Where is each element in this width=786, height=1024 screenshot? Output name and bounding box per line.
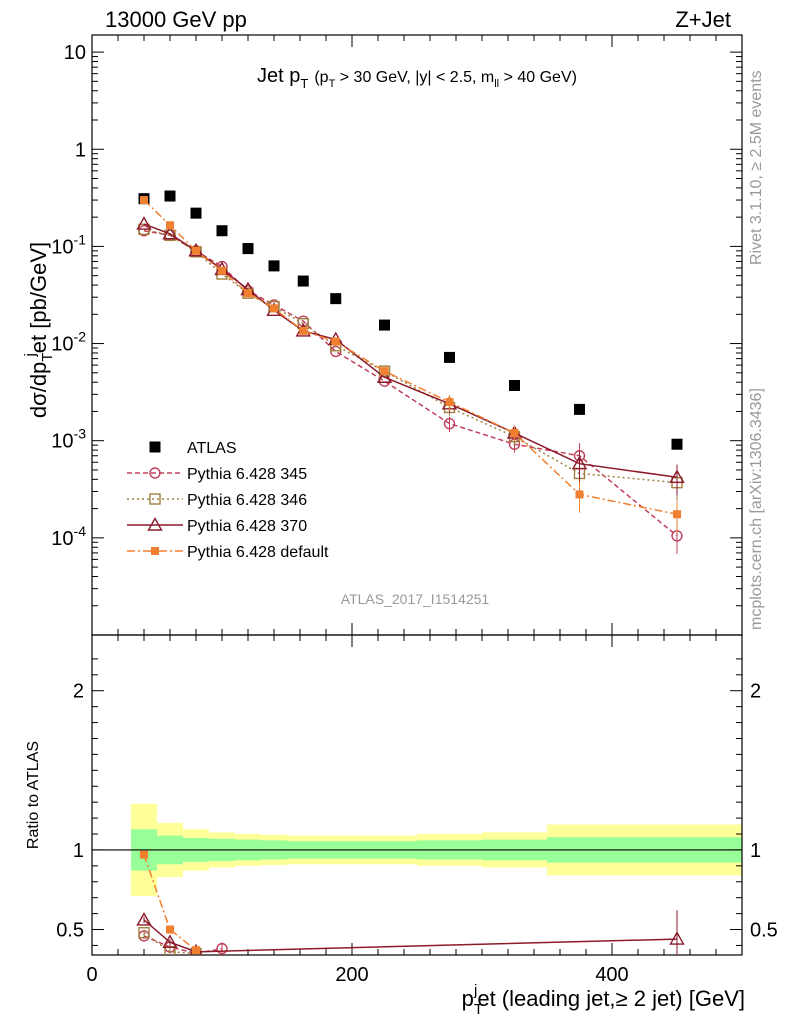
uncertainty-bands bbox=[92, 803, 742, 897]
header-right: Z+Jet bbox=[675, 7, 731, 32]
ratio-point-pythia-6-428-346 bbox=[138, 927, 150, 939]
point-pythia-6-428-default bbox=[192, 246, 200, 255]
point-atlas bbox=[574, 403, 585, 415]
point-pythia-6-428-default bbox=[218, 266, 226, 275]
mcplots-label: mcplots.cern.ch [arXiv:1306.3436] bbox=[748, 388, 765, 630]
rivet-label: Rivet 3.1.10, ≥ 2.5M events bbox=[748, 70, 765, 265]
point-pythia-6-428-default bbox=[299, 326, 308, 335]
ratio-point-pythia-6-428-370 bbox=[162, 934, 178, 948]
legend-marker-pythia-6-428-345 bbox=[149, 467, 161, 479]
point-atlas bbox=[190, 207, 202, 219]
legend-label-pythia-6-428-346: Pythia 6.428 346 bbox=[187, 492, 307, 509]
ratio-line-pythia-6-428-346 bbox=[143, 932, 197, 955]
point-atlas bbox=[444, 351, 455, 363]
point-pythia-6-428-default bbox=[244, 289, 252, 298]
main-plot-marks bbox=[136, 190, 685, 554]
y-tick-label: 10 bbox=[64, 42, 86, 64]
point-atlas bbox=[164, 190, 176, 202]
x-axis-label: pTjet (leading jet,≥ 2 jet) [GeV] bbox=[462, 982, 745, 1018]
point-pythia-6-428-default bbox=[575, 490, 584, 499]
point-atlas bbox=[268, 260, 280, 272]
point-pythia-6-428-default bbox=[510, 429, 519, 438]
point-pythia-6-428-345 bbox=[443, 417, 456, 430]
legend-label-pythia-6-428-default: Pythia 6.428 default bbox=[187, 544, 329, 561]
point-pythia-6-428-default bbox=[380, 367, 389, 376]
y-tick-label: 10-2 bbox=[51, 329, 86, 356]
y-tick-label: 10-4 bbox=[51, 523, 86, 550]
y-tick-label: 1 bbox=[75, 139, 86, 161]
x-tick-label: 400 bbox=[595, 964, 628, 986]
ratio-point-pythia-6-428-default bbox=[192, 946, 200, 955]
point-pythia-6-428-default bbox=[270, 304, 278, 313]
point-pythia-6-428-default bbox=[445, 398, 454, 407]
point-pythia-6-428-346 bbox=[378, 365, 391, 377]
legend: ATLAS Pythia 6.428 345 Pythia 6.428 346 Pyt… bbox=[127, 440, 329, 561]
legend-marker-pythia-6-428-370 bbox=[147, 517, 163, 531]
ratio-point-pythia-6-428-default bbox=[166, 925, 174, 934]
point-atlas bbox=[671, 438, 683, 450]
ratio-tick-label-right: 1 bbox=[750, 840, 761, 862]
legend-label-atlas: ATLAS bbox=[187, 440, 237, 457]
x-tick-label: 200 bbox=[335, 964, 368, 986]
x-tick-label: 0 bbox=[86, 964, 97, 986]
ratio-point-pythia-6-428-default bbox=[140, 850, 148, 859]
analysis-watermark: ATLAS_2017_I1514251 bbox=[341, 591, 490, 607]
point-pythia-6-428-370 bbox=[669, 469, 685, 484]
point-pythia-6-428-default bbox=[140, 196, 148, 205]
ratio-tick-label: 1 bbox=[73, 840, 84, 862]
ratio-line-pythia-6-428-default bbox=[143, 854, 197, 951]
point-atlas bbox=[297, 275, 309, 287]
ratio-tick-label: 2 bbox=[73, 681, 84, 703]
y-tick-label: 10-1 bbox=[51, 231, 86, 258]
y-axis-label: dσ/dpTjet [pb/GeV] bbox=[22, 242, 56, 418]
point-pythia-6-428-370 bbox=[571, 455, 588, 470]
ratio-y-axis-label: Ratio to ATLAS bbox=[25, 741, 42, 849]
legend-marker-atlas bbox=[149, 441, 161, 453]
plot-title: Jet pT (pT > 30 GeV, |y| < 2.5, mll > 40 … bbox=[257, 65, 577, 91]
point-pythia-6-428-default bbox=[166, 221, 174, 230]
y-tick-label: 10-3 bbox=[51, 426, 86, 453]
legend-marker-pythia-6-428-default bbox=[151, 547, 159, 555]
point-pythia-6-428-default bbox=[673, 510, 681, 519]
header-left: 13000 GeV pp bbox=[105, 7, 247, 32]
legend-marker-pythia-6-428-346 bbox=[149, 493, 161, 505]
ratio-point-pythia-6-428-345 bbox=[216, 942, 228, 955]
ratio-tick-label-right: 0.5 bbox=[750, 920, 778, 942]
point-atlas bbox=[330, 293, 342, 305]
point-pythia-6-428-370 bbox=[162, 225, 178, 240]
ratio-line-pythia-6-428-370 bbox=[143, 919, 678, 953]
point-atlas bbox=[242, 243, 254, 255]
point-atlas bbox=[509, 380, 520, 392]
ratio-tick-label: 0.5 bbox=[56, 920, 84, 942]
point-pythia-6-428-default bbox=[331, 337, 340, 346]
point-pythia-6-428-370 bbox=[376, 369, 393, 383]
ratio-tick-label-right: 2 bbox=[750, 681, 761, 703]
ratio-point-pythia-6-428-370 bbox=[669, 931, 685, 945]
legend-label-pythia-6-428-345: Pythia 6.428 345 bbox=[187, 466, 307, 483]
axes-frames: 10-4 10-3 10-2 10-1 1 10 0 200 400 0.5 0.5 1 1 2 2 bbox=[51, 34, 778, 986]
point-pythia-6-428-370 bbox=[136, 216, 152, 230]
ratio-clipped-area bbox=[136, 850, 685, 955]
ratio-point-pythia-6-428-370 bbox=[136, 912, 152, 926]
point-atlas bbox=[216, 225, 228, 237]
ratio-frame bbox=[91, 634, 743, 956]
legend-label-pythia-6-428-370: Pythia 6.428 370 bbox=[187, 518, 307, 535]
ratio-plot-marks bbox=[136, 850, 685, 955]
point-atlas bbox=[379, 319, 390, 331]
